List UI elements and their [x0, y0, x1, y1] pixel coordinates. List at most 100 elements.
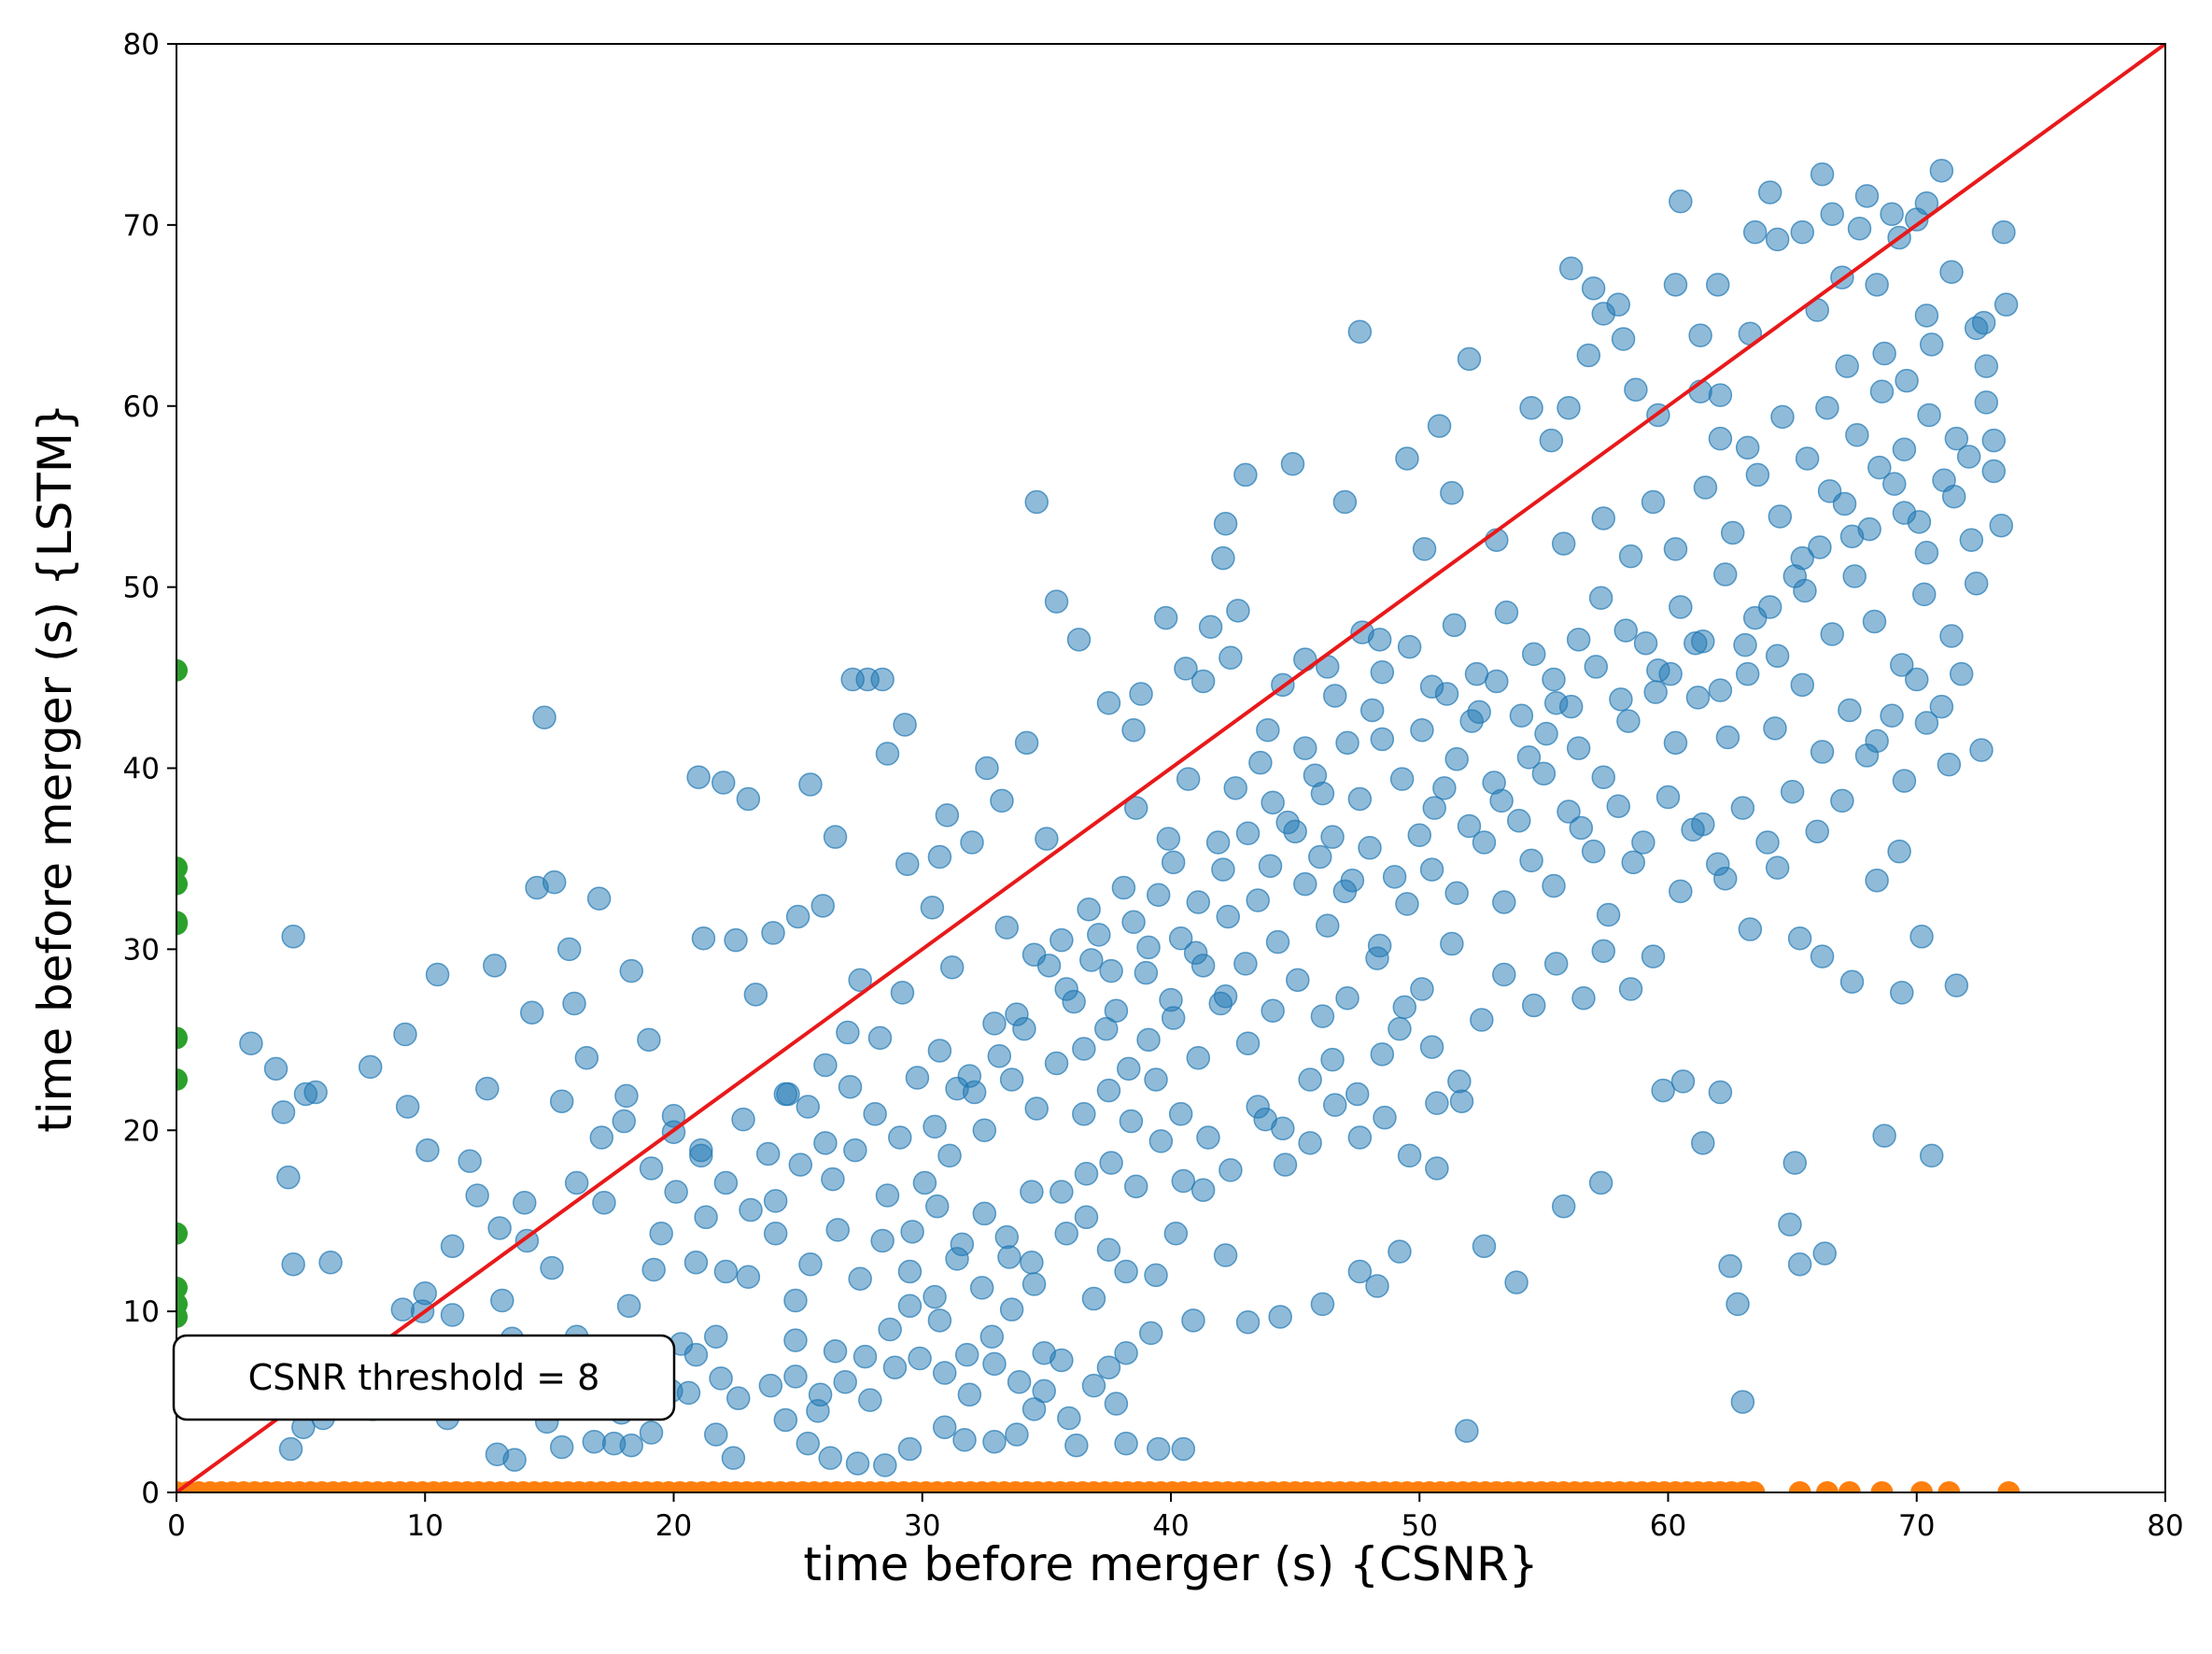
- scatter-point: [1591, 939, 1616, 964]
- scatter-point: [1273, 1152, 1298, 1177]
- scatter-point: [1024, 1096, 1049, 1121]
- scatter-point: [1074, 1162, 1099, 1186]
- scatter-point: [637, 1027, 661, 1053]
- scatter-point: [1104, 998, 1129, 1024]
- scatter-point: [1569, 815, 1594, 841]
- scatter-point: [1688, 323, 1712, 347]
- scatter-point: [1835, 354, 1859, 378]
- scatter-point: [878, 1317, 902, 1342]
- scatter-point: [726, 1386, 751, 1410]
- scatter-point: [1964, 316, 1989, 341]
- scatter-point: [1543, 952, 1569, 976]
- scatter-point: [1268, 1305, 1292, 1329]
- scatter-point: [281, 925, 305, 949]
- scatter-point: [1360, 698, 1385, 723]
- scatter-point: [1557, 395, 1581, 420]
- scatter-point: [763, 1222, 788, 1246]
- scatter-point: [1293, 871, 1317, 897]
- scatter-point: [1367, 933, 1392, 958]
- scatter-point: [994, 915, 1020, 940]
- scatter-point: [1854, 184, 1880, 208]
- scatter-point: [798, 772, 823, 797]
- scatter-point: [758, 1373, 783, 1398]
- scatter-point: [1298, 1067, 1322, 1092]
- scatter-point: [1121, 718, 1146, 742]
- scatter-point: [1226, 599, 1250, 623]
- scatter-point: [848, 1266, 872, 1291]
- scatter-point: [1425, 1091, 1449, 1115]
- scatter-point: [1606, 292, 1630, 317]
- orange-point: [1910, 1481, 1934, 1492]
- scatter-point: [1168, 926, 1193, 951]
- scatter-point: [1171, 1168, 1196, 1194]
- scatter-point: [1669, 595, 1693, 619]
- scatter-point: [1787, 926, 1812, 951]
- scatter-point: [542, 869, 567, 895]
- scatter-point: [873, 1453, 897, 1477]
- scatter-point: [1472, 830, 1497, 855]
- scatter-point: [900, 1220, 924, 1244]
- y-tick-label: 20: [123, 1114, 160, 1148]
- scatter-point: [1096, 1237, 1121, 1262]
- scatter-point: [1768, 504, 1793, 529]
- scatter-point: [1081, 1286, 1106, 1311]
- scatter-point: [1365, 1274, 1389, 1298]
- scatter-point: [838, 1074, 863, 1099]
- scatter-point: [1020, 1180, 1044, 1204]
- scatter-point: [1332, 489, 1358, 515]
- scatter-point: [1782, 564, 1808, 588]
- scatter-point: [1591, 506, 1616, 530]
- scatter-point: [683, 1251, 709, 1275]
- scatter-point: [1558, 694, 1584, 719]
- scatter-point: [1974, 390, 1999, 415]
- scatter-point: [905, 1066, 930, 1090]
- scatter-point: [1235, 1031, 1261, 1055]
- scatter-point: [810, 894, 835, 918]
- scatter-point: [1618, 977, 1643, 1001]
- scatter-point: [1310, 1292, 1335, 1317]
- scatter-point: [1392, 995, 1417, 1020]
- scatter-point: [1134, 960, 1159, 985]
- x-axis-label: time before merger (s) {CSNR}: [803, 1537, 1538, 1591]
- scatter-point: [920, 896, 945, 920]
- scatter-point: [1890, 981, 1914, 1005]
- scatter-point: [1494, 601, 1519, 625]
- scatter-point: [1842, 564, 1867, 588]
- scatter-point: [1609, 687, 1633, 712]
- scatter-point: [1492, 962, 1516, 987]
- scatter-point: [1412, 537, 1437, 561]
- scatter-point: [1839, 969, 1865, 995]
- scatter-point: [1765, 227, 1790, 252]
- scatter-point: [1219, 645, 1243, 670]
- scatter-point: [1208, 991, 1233, 1016]
- scatter-point: [483, 954, 507, 978]
- scatter-point: [939, 955, 965, 980]
- scatter-point: [1663, 537, 1688, 561]
- scatter-point: [1014, 730, 1039, 756]
- scatter-point: [1087, 923, 1111, 947]
- scatter-point: [823, 1339, 848, 1364]
- scatter-point: [1708, 383, 1733, 407]
- scatter-point: [932, 1415, 957, 1439]
- scatter-point: [1074, 1205, 1099, 1230]
- orange-point: [1870, 1481, 1894, 1492]
- scatter-point: [1050, 1348, 1074, 1373]
- scatter-point: [1373, 1105, 1397, 1130]
- y-tick-label: 50: [123, 572, 160, 605]
- scatter-point: [808, 1382, 833, 1407]
- plot-area: [176, 44, 2165, 1492]
- scatter-point: [557, 937, 582, 962]
- scatter-point: [912, 1170, 937, 1195]
- scatter-point: [923, 1284, 947, 1309]
- scatter-point: [796, 1431, 821, 1456]
- y-tick-label: 10: [123, 1295, 160, 1329]
- scatter-point: [1959, 528, 1984, 552]
- scatter-point: [1738, 917, 1763, 941]
- scatter-point: [908, 1346, 932, 1371]
- scatter-point: [1123, 796, 1148, 820]
- scatter-point: [1708, 678, 1733, 702]
- scatter-point: [1847, 217, 1872, 241]
- scatter-point: [1322, 684, 1347, 708]
- scatter-point: [1507, 808, 1531, 833]
- y-axis-label: time before merger (s) {LSTM}: [28, 403, 82, 1133]
